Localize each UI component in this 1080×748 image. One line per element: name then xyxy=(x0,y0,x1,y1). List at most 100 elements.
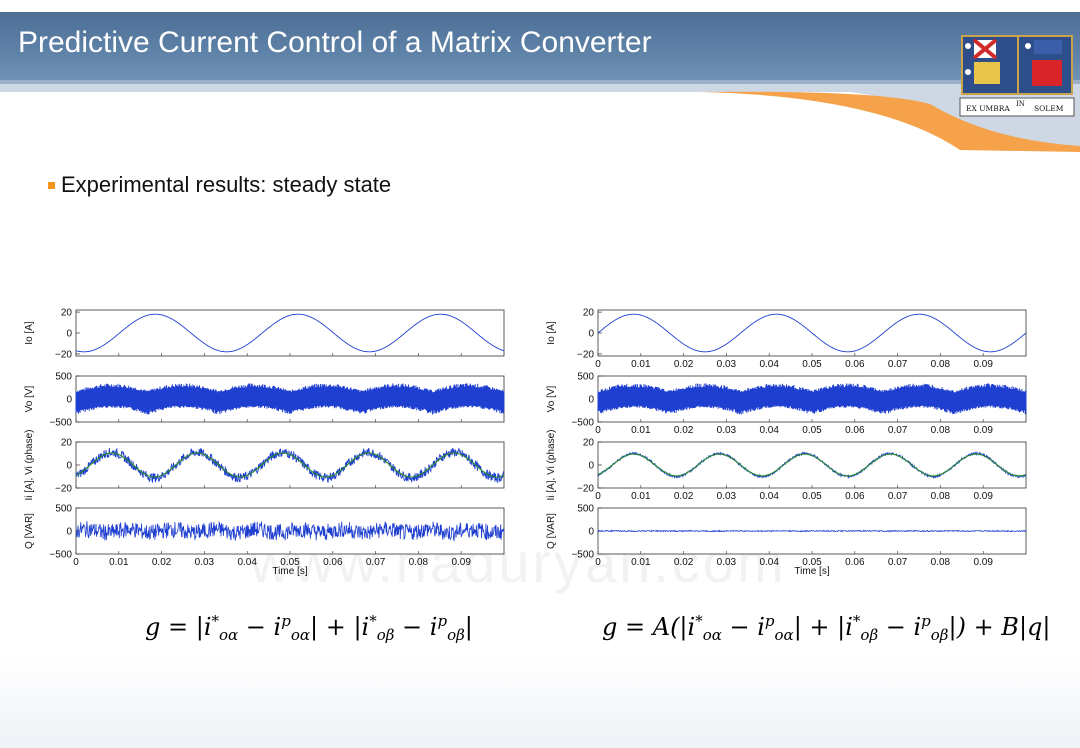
y-axis-label: Vo [V] xyxy=(546,385,557,412)
x-tick-label: 0.03 xyxy=(717,557,737,568)
x-tick-label: 0.03 xyxy=(717,359,737,370)
x-tick-label: 0.01 xyxy=(631,557,651,568)
y-tick-label: 0 xyxy=(588,527,594,538)
y-axis-label: Q [VAR] xyxy=(24,513,35,549)
y-tick-label: −20 xyxy=(577,484,594,495)
reference-line xyxy=(597,453,1027,477)
y-axis-label: Vo [V] xyxy=(24,385,35,412)
y-tick-label: 500 xyxy=(55,372,72,383)
subplot-3: 20 0 −20 Ii [A], Vi (phase) xyxy=(24,430,505,501)
x-tick-label: 0 xyxy=(73,557,79,568)
x-tick-label: 0.02 xyxy=(674,425,694,436)
x-tick-label: 0 xyxy=(595,425,601,436)
trace-line xyxy=(75,447,505,484)
x-tick-label: 0.03 xyxy=(195,557,215,568)
x-tick-label: 0.05 xyxy=(280,557,300,568)
x-tick-label: 0.06 xyxy=(845,425,865,436)
y-tick-label: −500 xyxy=(49,550,72,561)
x-tick-label: 0.02 xyxy=(674,359,694,370)
y-axis-label: Ii [A], Vi (phase) xyxy=(24,430,35,501)
y-tick-label: 500 xyxy=(55,504,72,515)
x-tick-label: 0.09 xyxy=(973,491,993,502)
x-axis-label: Time [s] xyxy=(272,566,307,577)
y-axis-label: Ii [A], Vi (phase) xyxy=(546,430,557,501)
y-tick-label: −20 xyxy=(55,349,72,360)
x-tick-label: 0.06 xyxy=(845,491,865,502)
x-tick-label: 0.05 xyxy=(802,425,822,436)
y-tick-label: −20 xyxy=(577,349,594,360)
x-tick-label: 0.02 xyxy=(674,491,694,502)
y-tick-label: −500 xyxy=(571,418,594,429)
x-tick-label: 0.07 xyxy=(888,557,908,568)
bullet-text: Experimental results: steady state xyxy=(61,172,392,197)
x-tick-label: 0.08 xyxy=(931,425,951,436)
footer-gradient xyxy=(0,658,1080,748)
y-tick-label: 500 xyxy=(577,504,594,515)
x-tick-label: 0.01 xyxy=(631,359,651,370)
trace-line xyxy=(75,313,505,353)
x-tick-label: 0.03 xyxy=(717,491,737,502)
university-logo: EX UMBRA IN SOLEM xyxy=(959,35,1075,117)
x-tick-label: 0.08 xyxy=(931,359,951,370)
y-axis-label: Io [A] xyxy=(546,321,557,345)
x-tick-label: 0 xyxy=(595,359,601,370)
trace-line xyxy=(75,520,505,542)
x-tick-label: 0.06 xyxy=(323,557,343,568)
x-tick-label: 0 xyxy=(595,491,601,502)
x-tick-label: 0.01 xyxy=(109,557,129,568)
x-tick-label: 0.06 xyxy=(845,359,865,370)
y-tick-label: 0 xyxy=(588,329,594,340)
y-tick-label: 0 xyxy=(588,461,594,472)
x-tick-label: 0.01 xyxy=(631,425,651,436)
x-tick-label: 0.03 xyxy=(717,425,737,436)
y-tick-label: 0 xyxy=(66,395,72,406)
y-tick-label: 0 xyxy=(66,527,72,538)
logo-motto-1: EX UMBRA xyxy=(966,104,1010,113)
y-tick-label: 0 xyxy=(588,395,594,406)
bullet-item: Experimental results: steady state xyxy=(48,172,391,198)
trace-band xyxy=(75,383,505,415)
y-tick-label: 500 xyxy=(577,372,594,383)
x-tick-label: 0.05 xyxy=(802,557,822,568)
y-axis-label: Q [VAR] xyxy=(546,513,557,549)
y-tick-label: −500 xyxy=(571,550,594,561)
x-tick-label: 0.08 xyxy=(931,557,951,568)
x-axis-label: Time [s] xyxy=(794,566,829,577)
cost-function-left: g = |i*oα − ipoα| + |i*oβ − ipoβ| xyxy=(145,612,473,644)
header-swoosh xyxy=(0,84,1080,152)
title-bar: Predictive Current Control of a Matrix C… xyxy=(0,12,1080,84)
x-tick-label: 0.04 xyxy=(237,557,257,568)
x-tick-label: 0.04 xyxy=(759,491,779,502)
subplot-frame xyxy=(75,309,505,357)
y-tick-label: 20 xyxy=(61,438,73,449)
trace-line xyxy=(597,529,1027,533)
y-tick-label: −20 xyxy=(55,484,72,495)
x-tick-label: 0.04 xyxy=(759,425,779,436)
subplot-frame xyxy=(597,441,1027,489)
y-tick-label: −500 xyxy=(49,418,72,429)
subplot-frame xyxy=(75,441,505,489)
y-tick-label: 20 xyxy=(583,308,595,319)
x-tick-label: 0.07 xyxy=(366,557,386,568)
logo-motto-2: IN xyxy=(1016,100,1025,108)
x-tick-label: 0.04 xyxy=(759,359,779,370)
trace-band xyxy=(597,383,1027,415)
x-tick-label: 0.09 xyxy=(973,359,993,370)
reference-line xyxy=(75,452,505,478)
subplot-1: 20 0 −20 Io [A] xyxy=(24,308,505,360)
x-tick-label: 0.09 xyxy=(973,557,993,568)
y-tick-label: 20 xyxy=(61,308,73,319)
x-tick-label: 0.02 xyxy=(152,557,172,568)
bullet-marker xyxy=(48,181,55,189)
x-tick-label: 0.07 xyxy=(888,359,908,370)
x-tick-label: 0.09 xyxy=(973,425,993,436)
x-tick-label: 0.08 xyxy=(409,557,429,568)
x-tick-label: 0.01 xyxy=(631,491,651,502)
trace-line xyxy=(597,313,1027,353)
y-tick-label: 20 xyxy=(583,438,595,449)
x-tick-label: 0.08 xyxy=(931,491,951,502)
